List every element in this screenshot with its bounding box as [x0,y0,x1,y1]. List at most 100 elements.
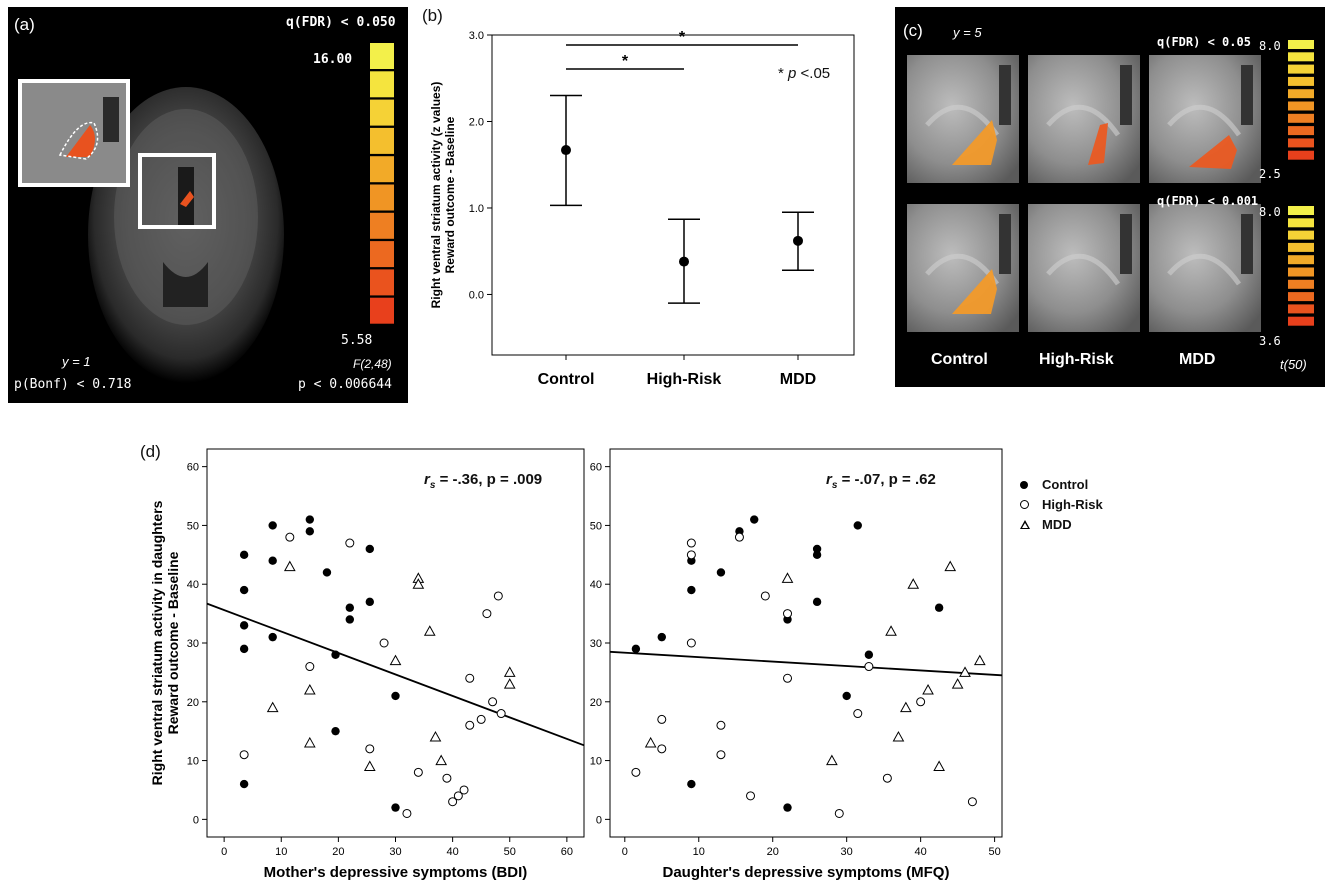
y-tick-label: 0.0 [469,289,484,301]
colorbar-swatch [370,43,394,69]
point-mdd [933,760,945,771]
point-highrisk [686,550,696,560]
x-tick-label: 40 [915,846,927,858]
ventricle [1241,65,1253,125]
point-highrisk [345,538,355,548]
point-highrisk [379,638,389,648]
colorbar-c-swatch [1288,218,1314,228]
sig-note-star: * [778,65,789,82]
y-tick-label: 30 [187,638,199,650]
activation-blob [952,120,997,165]
white-matter [1046,253,1121,286]
y-tick-label: 50 [187,520,199,532]
y-axis-label-d-line1: Right ventral striatum activity in daugh… [149,500,165,785]
point-highrisk [746,791,756,801]
plot-frame [491,34,855,356]
colorbar-c-swatch [1288,267,1314,277]
right-stat-sub: s [831,480,838,491]
point-highrisk [285,532,295,542]
panel-c-label: (c) [903,21,923,40]
y-axis-label-line2: Reward outcome - Baseline [443,116,457,273]
stat-label-a: F(2,48) [353,357,392,371]
point-highrisk [239,750,249,760]
ventricle [999,214,1011,274]
x-tick-label: 0 [221,846,227,858]
y-axis-label-d: Right ventral striatum activity in daugh… [149,500,181,785]
point-control [345,615,355,624]
colorbar-swatch [370,127,394,154]
pbonf-label: p(Bonf) < 0.718 [14,377,132,392]
y-axis-label: Right ventral striatum activity (z value… [429,82,457,309]
colorbar-c-swatch [1288,40,1314,49]
point-highrisk [402,808,412,818]
y-tick-label: 40 [187,579,199,591]
cb1-min: 2.5 [1259,167,1281,181]
point-control [783,803,792,812]
point-mdd [303,736,316,748]
mean-point [561,145,571,156]
point-control [687,779,696,789]
point-control [239,779,249,789]
right-stat-r: r [826,471,832,488]
y-axis-label-line1: Right ventral striatum activity (z value… [429,82,443,309]
threshold2-c: q(FDR) < 0.001 [1157,194,1259,208]
point-highrisk [496,709,506,719]
stat-label-c: t(50) [1280,357,1307,372]
point-highrisk [465,673,475,683]
point-control [268,556,277,565]
left-stat-sub: s [429,480,436,491]
x-tick-label: 40 [446,846,458,858]
point-mdd [503,666,516,677]
point-mdd [644,736,657,748]
point-control [239,644,249,654]
point-highrisk [365,744,375,754]
colorbar-swatch [370,297,394,324]
threshold-label-a: q(FDR) < 0.050 [286,15,396,30]
point-highrisk [482,609,492,619]
panel-d-chart: 0 10 20 30 40 50 60 0 10 20 30 40 50 60 Mother's depre… [149,448,1003,881]
point-mdd [892,731,905,742]
y-tick-label: 10 [590,756,602,768]
point-control [853,521,862,530]
point-control [631,644,641,654]
point-control [750,515,759,524]
y-tick-label: 10 [187,756,199,768]
point-control [812,550,822,560]
point-highrisk [716,720,726,730]
point-mdd [423,625,436,636]
point-highrisk [760,591,770,601]
cb2-min: 3.6 [1259,334,1281,348]
point-highrisk [783,609,793,619]
x-tick-label: 10 [275,846,287,858]
point-highrisk [453,791,463,801]
group-label-control: Control [931,351,988,368]
threshold1-c: q(FDR) < 0.05 [1157,35,1251,49]
x-tick-label: 20 [332,846,344,858]
point-mdd [951,678,964,689]
panel-b-label: (b) [422,6,443,25]
point-mdd [959,666,971,677]
colorbar-swatch [370,156,394,183]
panel-c-images [907,40,1314,332]
x-tick-label: 30 [389,846,401,858]
point-highrisk [448,797,458,807]
roi-box [138,153,216,229]
colorbar-c-swatch [1288,292,1314,302]
x-tick-label: High-Risk [647,371,722,388]
right-stat-rest: = -.07, p = .62 [837,471,936,488]
sig-note: * p <.05 [778,65,830,82]
point-mdd [922,684,934,695]
point-mdd [503,678,516,689]
white-matter [1046,104,1121,137]
point-mdd [885,625,897,636]
colorbar-c-swatch [1288,230,1314,240]
point-control [268,632,277,642]
colorbar-min-a: 5.58 [341,333,373,348]
y-tick-label: 60 [187,462,199,474]
activation-blob [1088,123,1108,165]
point-mdd [412,578,425,589]
point-highrisk [864,662,874,672]
point-control [657,632,666,642]
colorbar-a [370,43,394,324]
y-tick-label: 50 [590,520,602,532]
